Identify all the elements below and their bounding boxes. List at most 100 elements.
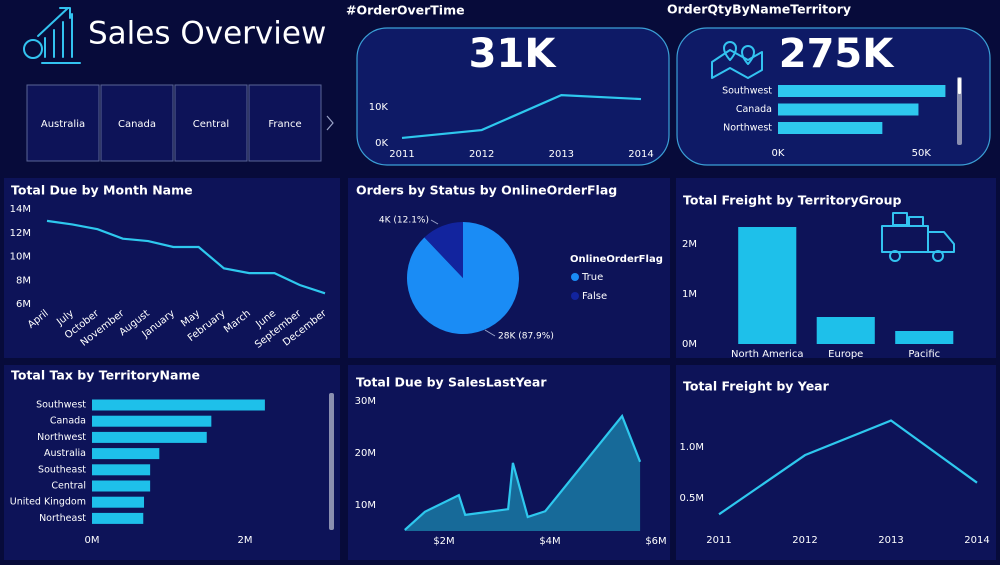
legend-title: OnlineOrderFlag	[570, 254, 663, 265]
leader-line	[430, 219, 439, 225]
legend-marker	[571, 273, 579, 281]
y-tick-label: 10M	[355, 500, 376, 511]
bar	[92, 480, 151, 492]
map-icon	[711, 41, 763, 79]
y-tick-label: Southwest	[36, 400, 86, 411]
line	[718, 419, 978, 516]
y-tick-label: Central	[51, 481, 86, 492]
y-tick-label: Northeast	[39, 513, 86, 524]
x-tick-label: 0K	[772, 148, 785, 159]
slicer-item[interactable]	[26, 84, 100, 162]
pie-slice	[424, 222, 463, 278]
y-tick-label: 8M	[16, 275, 31, 286]
panel	[676, 365, 996, 560]
chart-title: Orders by Status by OnlineOrderFlag	[356, 183, 617, 198]
scroll-thumb[interactable]	[958, 78, 961, 94]
y-tick-label: 2M	[682, 239, 697, 250]
x-tick-label: Pacific	[908, 349, 940, 360]
x-tick-label: 2M	[238, 535, 253, 546]
bar	[778, 103, 919, 116]
x-tick-label: 2014	[628, 149, 653, 160]
bar	[92, 464, 151, 476]
chart-title: Total Due by Month Name	[11, 183, 193, 198]
y-tick-label: Southeast	[38, 464, 86, 475]
x-tick-label: $6M	[645, 536, 666, 547]
bar	[92, 399, 265, 411]
chart-title: OrderQtyByNameTerritory	[667, 2, 851, 17]
x-tick-label: Europe	[828, 349, 863, 360]
y-tick-label: Northwest	[37, 432, 86, 443]
bar	[92, 496, 145, 508]
y-tick-label: 12M	[10, 228, 31, 239]
y-tick-label: 14M	[10, 204, 31, 215]
y-tick-label: Australia	[44, 448, 86, 459]
slicer-item[interactable]	[248, 84, 322, 162]
page-title: Sales Overview	[88, 16, 326, 52]
x-tick-label: $4M	[539, 536, 560, 547]
y-tick-label: 0M	[682, 339, 697, 350]
sales-icon	[23, 7, 81, 64]
y-tick-label: 0K	[375, 138, 388, 149]
x-tick-label: 0M	[85, 535, 100, 546]
chart-title: #OrderOverTime	[346, 3, 465, 18]
data-label: 4K (12.1%)	[379, 216, 429, 226]
scrollbar[interactable]	[329, 393, 334, 530]
y-tick-label: 1.0M	[679, 442, 704, 453]
bar	[778, 85, 946, 97]
bar	[778, 122, 883, 134]
kpi-value: 275K	[779, 31, 895, 77]
legend-label: True	[581, 272, 603, 283]
bar	[92, 431, 207, 443]
y-tick-label: Northwest	[723, 123, 772, 134]
y-tick-label: 1M	[682, 289, 697, 300]
y-tick-label: United Kingdom	[10, 497, 86, 508]
chart-title: Total Due by SalesLastYear	[356, 375, 547, 390]
y-tick-label: 6M	[16, 299, 31, 310]
slicer-label[interactable]: Canada	[118, 119, 156, 130]
bar	[816, 317, 875, 344]
line	[401, 94, 642, 140]
y-tick-label: 10K	[369, 102, 389, 113]
kpi-card	[356, 27, 670, 166]
slicer: Australia Canada Central France	[26, 84, 334, 162]
slicer-item[interactable]	[100, 84, 174, 162]
data-label: 28K (87.9%)	[498, 332, 554, 342]
slicer-item[interactable]	[174, 84, 248, 162]
y-tick-label: Canada	[50, 416, 86, 427]
x-tick-label: 50K	[912, 148, 932, 159]
bar	[895, 331, 954, 344]
chart-title: Total Tax by TerritoryName	[11, 368, 200, 383]
scrollbar[interactable]	[957, 77, 962, 145]
y-tick-label: 30M	[355, 396, 376, 407]
y-tick-label: Southwest	[722, 86, 772, 97]
area-fill	[404, 416, 641, 531]
x-tick-label: 2014	[964, 535, 989, 546]
line	[404, 413, 642, 531]
chart-title: Total Freight by Year	[683, 379, 830, 394]
leader-line	[484, 329, 496, 337]
bar	[738, 227, 797, 344]
x-tick-label: 2012	[792, 535, 817, 546]
x-tick-label: $2M	[433, 536, 454, 547]
panel	[4, 365, 340, 560]
y-tick-label: 0.5M	[679, 493, 704, 504]
kpi-value: 31K	[469, 31, 558, 77]
x-tick-label: North America	[731, 349, 803, 360]
panel	[4, 178, 340, 358]
slicer-label[interactable]: France	[268, 119, 301, 130]
bar	[92, 448, 160, 460]
y-tick-label: 20M	[355, 448, 376, 459]
x-tick-label: 2011	[389, 149, 414, 160]
x-tick-label: 2011	[706, 535, 731, 546]
bar	[92, 415, 212, 427]
slicer-next[interactable]	[326, 115, 334, 131]
slicer-label[interactable]: Central	[193, 119, 229, 130]
truck-icon	[881, 212, 955, 262]
y-tick-label: 10M	[10, 252, 31, 263]
legend-marker	[571, 292, 579, 300]
x-tick-label: 2013	[878, 535, 903, 546]
legend-label: False	[582, 291, 607, 302]
slicer-label[interactable]: Australia	[41, 119, 85, 130]
bar	[92, 512, 144, 524]
